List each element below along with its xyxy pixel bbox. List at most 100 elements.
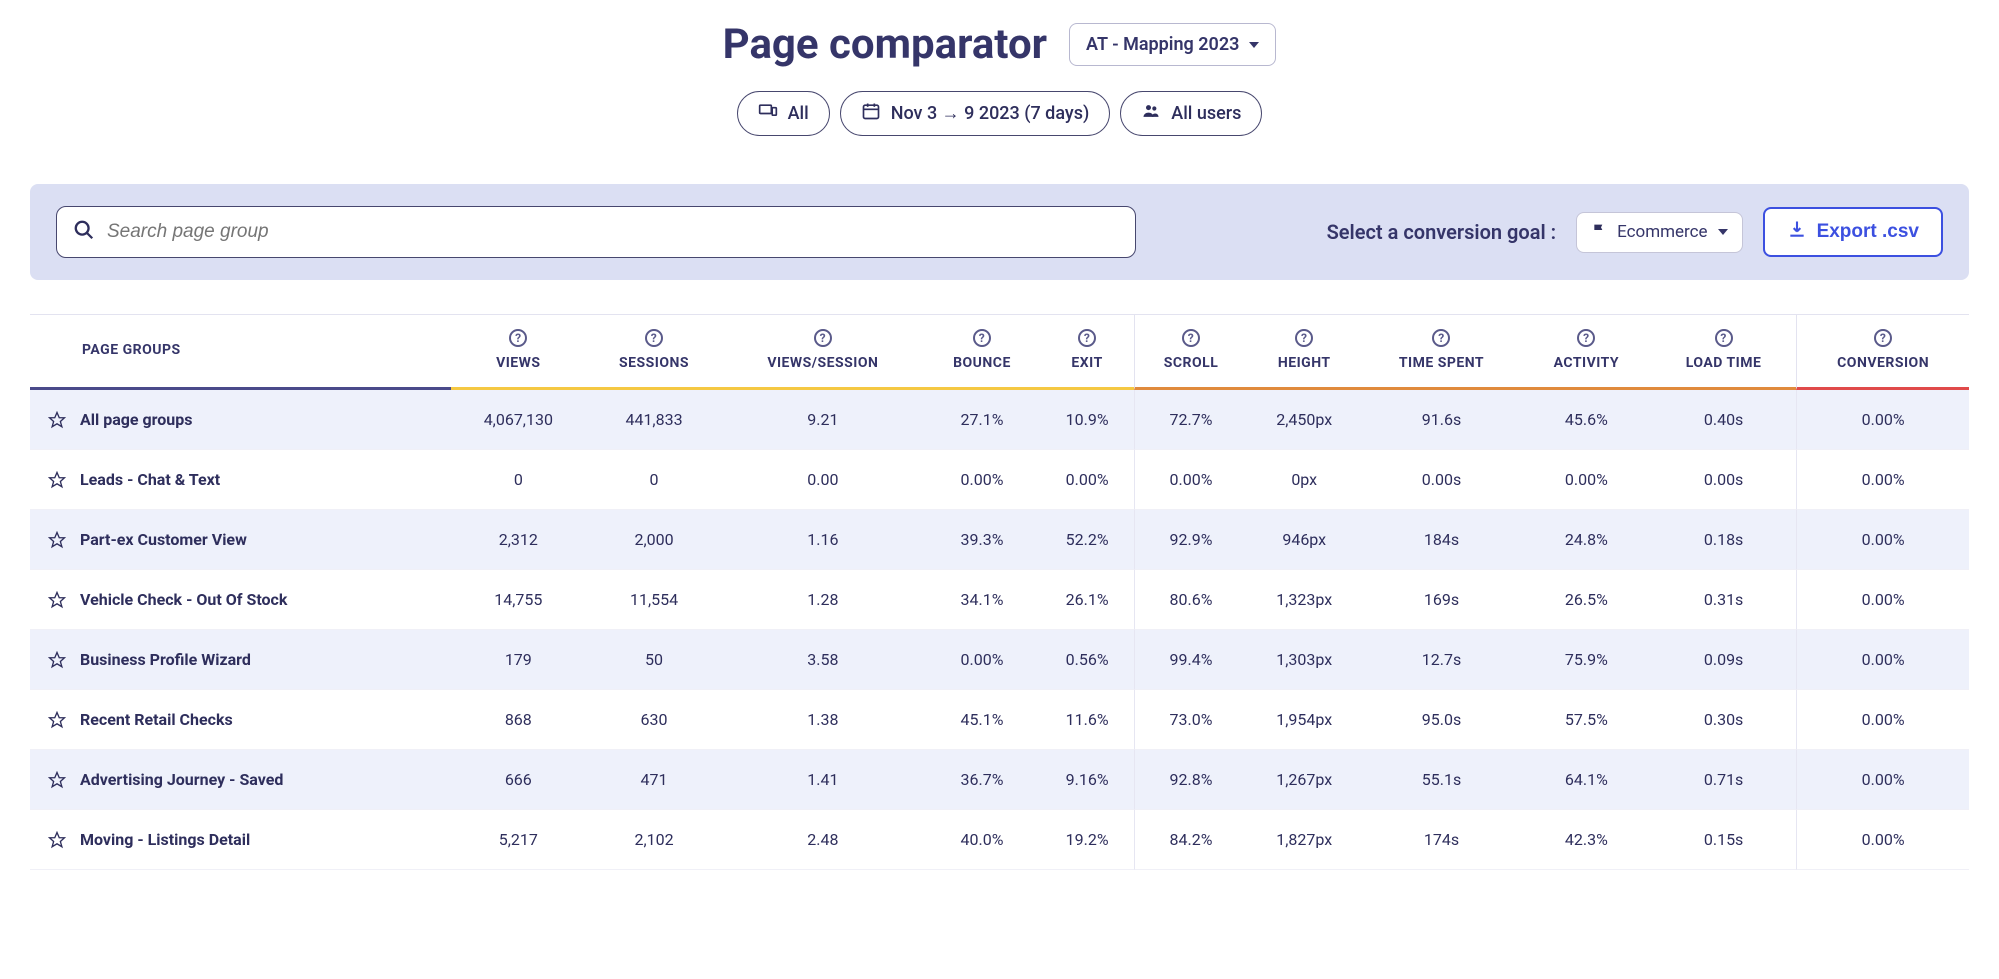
cell-height: 2,450px: [1247, 390, 1361, 450]
star-icon[interactable]: [48, 771, 66, 789]
star-icon[interactable]: [48, 591, 66, 609]
cell-load: 0.00s: [1651, 450, 1796, 510]
cell-exit: 10.9%: [1040, 390, 1133, 450]
cell-conversion: 0.00%: [1796, 450, 1969, 510]
cell-height: 1,267px: [1247, 750, 1361, 810]
cell-vps: 3.58: [722, 630, 923, 690]
help-icon[interactable]: ?: [1577, 329, 1595, 347]
page-group-name: Leads - Chat & Text: [80, 470, 220, 489]
column-label: HEIGHT: [1255, 355, 1353, 371]
search-input[interactable]: [107, 221, 1119, 243]
column-header[interactable]: ?LOAD TIME: [1651, 314, 1796, 390]
star-icon[interactable]: [48, 651, 66, 669]
page-group-name: Business Profile Wizard: [80, 650, 251, 669]
cell-sessions: 0: [586, 450, 722, 510]
column-label: SCROLL: [1143, 355, 1239, 371]
cell-conversion: 0.00%: [1796, 390, 1969, 450]
column-header[interactable]: ?TIME SPENT: [1361, 314, 1522, 390]
column-header[interactable]: ?CONVERSION: [1796, 314, 1969, 390]
calendar-icon: [861, 101, 881, 126]
column-header[interactable]: ? VIEWS/SESSION: [722, 314, 923, 390]
cell-scroll: 92.8%: [1134, 750, 1247, 810]
column-header[interactable]: ?SESSIONS: [586, 314, 722, 390]
cell-load: 0.40s: [1651, 390, 1796, 450]
cell-height: 0px: [1247, 450, 1361, 510]
help-icon[interactable]: ?: [814, 329, 832, 347]
cell-views: 868: [451, 690, 586, 750]
help-icon[interactable]: ?: [1432, 329, 1450, 347]
cell-exit: 52.2%: [1040, 510, 1133, 570]
column-header[interactable]: ?EXIT: [1040, 314, 1133, 390]
table-row[interactable]: Business Profile Wizard179503.580.00%0.5…: [30, 630, 1969, 690]
device-filter-pill[interactable]: All: [737, 91, 830, 136]
cell-vps: 1.41: [722, 750, 923, 810]
column-header[interactable]: PAGE GROUPS: [30, 314, 451, 390]
column-label: VIEWS: [459, 355, 578, 371]
cell-sessions: 11,554: [586, 570, 722, 630]
star-icon[interactable]: [48, 531, 66, 549]
page-group-name: Recent Retail Checks: [80, 710, 233, 729]
star-icon[interactable]: [48, 831, 66, 849]
cell-time: 0.00s: [1361, 450, 1522, 510]
cell-exit: 11.6%: [1040, 690, 1133, 750]
table-row[interactable]: Moving - Listings Detail5,2172,1022.4840…: [30, 810, 1969, 870]
star-icon[interactable]: [48, 711, 66, 729]
cell-views: 2,312: [451, 510, 586, 570]
cell-bounce: 39.3%: [924, 510, 1041, 570]
table-row[interactable]: Recent Retail Checks8686301.3845.1%11.6%…: [30, 690, 1969, 750]
column-header[interactable]: ? VIEWS: [451, 314, 586, 390]
page-group-name: Part-ex Customer View: [80, 530, 247, 549]
star-icon[interactable]: [48, 471, 66, 489]
help-icon[interactable]: ?: [645, 329, 663, 347]
table-row[interactable]: All page groups4,067,130441,8339.2127.1%…: [30, 390, 1969, 450]
column-header[interactable]: ?ACTIVITY: [1522, 314, 1651, 390]
mapping-select[interactable]: AT - Mapping 2023: [1069, 23, 1276, 66]
column-header[interactable]: ? SCROLL: [1134, 314, 1247, 390]
table-row[interactable]: Part-ex Customer View2,3122,0001.1639.3%…: [30, 510, 1969, 570]
cell-load: 0.31s: [1651, 570, 1796, 630]
help-icon[interactable]: ?: [1874, 329, 1892, 347]
page-group-name: All page groups: [80, 410, 193, 429]
help-icon[interactable]: ?: [509, 329, 527, 347]
table-row[interactable]: Vehicle Check - Out Of Stock14,75511,554…: [30, 570, 1969, 630]
column-header[interactable]: ?BOUNCE: [924, 314, 1041, 390]
cell-bounce: 0.00%: [924, 450, 1041, 510]
cell-conversion: 0.00%: [1796, 510, 1969, 570]
cell-load: 0.71s: [1651, 750, 1796, 810]
cell-time: 12.7s: [1361, 630, 1522, 690]
cell-vps: 1.38: [722, 690, 923, 750]
table-row[interactable]: Advertising Journey - Saved6664711.4136.…: [30, 750, 1969, 810]
cell-exit: 26.1%: [1040, 570, 1133, 630]
cell-bounce: 34.1%: [924, 570, 1041, 630]
cell-time: 174s: [1361, 810, 1522, 870]
users-filter-pill[interactable]: All users: [1120, 91, 1262, 136]
cell-activity: 26.5%: [1522, 570, 1651, 630]
daterange-pill[interactable]: Nov 3 → 9 2023 (7 days): [840, 91, 1111, 136]
cell-activity: 42.3%: [1522, 810, 1651, 870]
cell-scroll: 99.4%: [1134, 630, 1247, 690]
help-icon[interactable]: ?: [1715, 329, 1733, 347]
cell-vps: 0.00: [722, 450, 923, 510]
star-icon[interactable]: [48, 411, 66, 429]
help-icon[interactable]: ?: [1182, 329, 1200, 347]
users-icon: [1141, 101, 1161, 126]
cell-sessions: 50: [586, 630, 722, 690]
export-csv-button[interactable]: Export .csv: [1763, 207, 1943, 257]
table-row[interactable]: Leads - Chat & Text000.000.00%0.00%0.00%…: [30, 450, 1969, 510]
cell-vps: 1.28: [722, 570, 923, 630]
column-header[interactable]: ? HEIGHT: [1247, 314, 1361, 390]
help-icon[interactable]: ?: [973, 329, 991, 347]
cell-scroll: 73.0%: [1134, 690, 1247, 750]
goal-label: Select a conversion goal :: [1327, 220, 1557, 244]
column-label: VIEWS/SESSION: [730, 355, 915, 371]
cell-scroll: 84.2%: [1134, 810, 1247, 870]
cell-height: 1,303px: [1247, 630, 1361, 690]
cell-bounce: 40.0%: [924, 810, 1041, 870]
help-icon[interactable]: ?: [1295, 329, 1313, 347]
goal-select[interactable]: Ecommerce: [1576, 212, 1742, 253]
cell-scroll: 80.6%: [1134, 570, 1247, 630]
cell-conversion: 0.00%: [1796, 570, 1969, 630]
cell-scroll: 0.00%: [1134, 450, 1247, 510]
cell-conversion: 0.00%: [1796, 750, 1969, 810]
help-icon[interactable]: ?: [1078, 329, 1096, 347]
